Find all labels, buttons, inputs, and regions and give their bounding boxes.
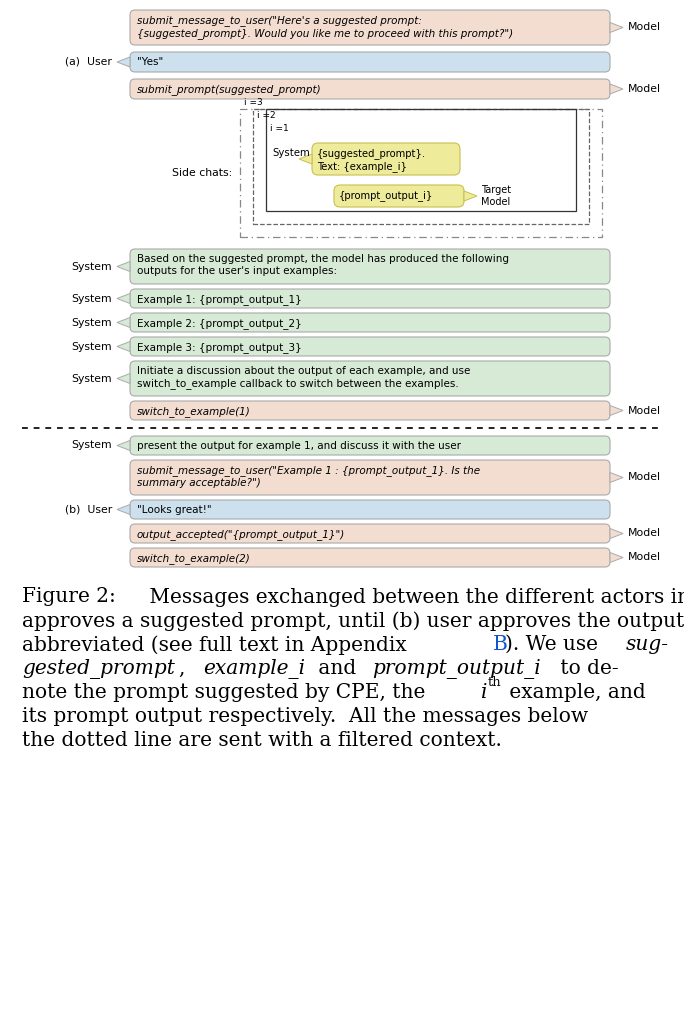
FancyBboxPatch shape	[130, 361, 610, 396]
Text: System: System	[272, 148, 310, 158]
Text: Side chats:: Side chats:	[172, 168, 232, 178]
Text: i =3: i =3	[244, 98, 263, 106]
FancyBboxPatch shape	[130, 500, 610, 519]
FancyBboxPatch shape	[130, 52, 610, 72]
Text: output_accepted("{prompt_output_1}"): output_accepted("{prompt_output_1}")	[137, 529, 345, 540]
Bar	[240, 109, 602, 237]
Text: th: th	[488, 676, 501, 689]
Text: ,: ,	[179, 659, 192, 678]
Text: Model: Model	[628, 84, 661, 94]
Text: Example 3: {prompt_output_3}: Example 3: {prompt_output_3}	[137, 342, 302, 353]
Text: abbreviated (see full text in Appendix: abbreviated (see full text in Appendix	[22, 635, 413, 654]
Text: prompt_output_i: prompt_output_i	[372, 659, 541, 679]
Polygon shape	[117, 57, 130, 67]
Text: present the output for example 1, and discuss it with the user: present the output for example 1, and di…	[137, 441, 461, 451]
Text: the dotted line are sent with a filtered context.: the dotted line are sent with a filtered…	[22, 731, 502, 750]
Text: Model: Model	[628, 472, 661, 482]
Text: System: System	[71, 440, 112, 451]
Polygon shape	[117, 294, 130, 303]
Text: "Looks great!": "Looks great!"	[137, 505, 211, 515]
Text: System: System	[71, 261, 112, 271]
Text: Messages exchanged between the different actors in a chat with CPE, starting fro: Messages exchanged between the different…	[143, 587, 684, 606]
FancyBboxPatch shape	[130, 401, 610, 420]
Text: sug-: sug-	[626, 635, 669, 654]
Text: Model: Model	[628, 23, 661, 33]
Text: and: and	[312, 659, 363, 678]
Text: {prompt_output_i}: {prompt_output_i}	[339, 190, 434, 201]
FancyBboxPatch shape	[130, 524, 610, 543]
Text: Initiate a discussion about the output of each example, and use
switch_to_exampl: Initiate a discussion about the output o…	[137, 366, 471, 389]
Text: i: i	[481, 683, 488, 702]
Polygon shape	[299, 154, 312, 164]
Polygon shape	[610, 23, 623, 33]
Text: Model: Model	[628, 528, 661, 539]
FancyBboxPatch shape	[130, 548, 610, 567]
Text: example, and: example, and	[503, 683, 646, 702]
Text: Model: Model	[628, 553, 661, 562]
Text: Target
Model: Target Model	[481, 185, 511, 207]
Text: switch_to_example(1): switch_to_example(1)	[137, 406, 251, 417]
Text: its prompt output respectively.  All the messages below: its prompt output respectively. All the …	[22, 707, 588, 726]
Polygon shape	[117, 505, 130, 514]
Text: System: System	[71, 294, 112, 303]
Text: (b)  User: (b) User	[65, 505, 112, 514]
Text: System: System	[71, 374, 112, 384]
Polygon shape	[117, 317, 130, 328]
Polygon shape	[610, 553, 623, 562]
Text: Based on the suggested prompt, the model has produced the following
outputs for : Based on the suggested prompt, the model…	[137, 254, 509, 276]
Text: i =1: i =1	[270, 124, 289, 133]
Text: to de-: to de-	[553, 659, 618, 678]
FancyBboxPatch shape	[312, 143, 460, 175]
FancyBboxPatch shape	[130, 436, 610, 455]
Text: (a)  User: (a) User	[65, 57, 112, 67]
Text: submit_message_to_user("Example 1 : {prompt_output_1}. Is the
summary acceptable: submit_message_to_user("Example 1 : {pro…	[137, 465, 480, 488]
Polygon shape	[610, 472, 623, 482]
Text: note the prompt suggested by CPE, the: note the prompt suggested by CPE, the	[22, 683, 432, 702]
Text: i =2: i =2	[257, 111, 276, 120]
FancyBboxPatch shape	[334, 185, 464, 207]
Text: Example 2: {prompt_output_2}: Example 2: {prompt_output_2}	[137, 318, 302, 329]
Text: "Yes": "Yes"	[137, 57, 163, 67]
Polygon shape	[464, 191, 477, 201]
Text: Example 1: {prompt_output_1}: Example 1: {prompt_output_1}	[137, 294, 302, 305]
Text: submit_prompt(suggested_prompt): submit_prompt(suggested_prompt)	[137, 84, 321, 95]
Text: System: System	[71, 317, 112, 328]
Bar	[266, 109, 576, 211]
FancyBboxPatch shape	[130, 313, 610, 332]
FancyBboxPatch shape	[130, 249, 610, 284]
Bar	[253, 109, 589, 224]
Text: Model: Model	[628, 406, 661, 416]
Polygon shape	[610, 528, 623, 539]
Text: approves a suggested prompt, until (b) user approves the output of the first exa: approves a suggested prompt, until (b) u…	[22, 611, 684, 631]
Polygon shape	[610, 406, 623, 416]
Polygon shape	[117, 440, 130, 451]
FancyBboxPatch shape	[130, 460, 610, 495]
Text: gested_prompt: gested_prompt	[22, 659, 175, 679]
Text: submit_message_to_user("Here's a suggested prompt:
{suggested_prompt}. Would you: submit_message_to_user("Here's a suggest…	[137, 15, 513, 39]
Text: {suggested_prompt}.
Text: {example_i}: {suggested_prompt}. Text: {example_i}	[317, 148, 426, 172]
Text: example_i: example_i	[203, 659, 305, 679]
FancyBboxPatch shape	[130, 10, 610, 45]
Text: System: System	[71, 341, 112, 351]
Polygon shape	[117, 341, 130, 351]
Text: ). We use: ). We use	[505, 635, 605, 654]
FancyBboxPatch shape	[130, 337, 610, 356]
FancyBboxPatch shape	[130, 289, 610, 308]
Text: Figure 2:: Figure 2:	[22, 587, 122, 606]
Text: B: B	[493, 635, 508, 654]
Text: switch_to_example(2): switch_to_example(2)	[137, 553, 251, 564]
FancyBboxPatch shape	[130, 79, 610, 99]
Polygon shape	[117, 374, 130, 384]
Polygon shape	[610, 84, 623, 94]
Polygon shape	[117, 261, 130, 271]
